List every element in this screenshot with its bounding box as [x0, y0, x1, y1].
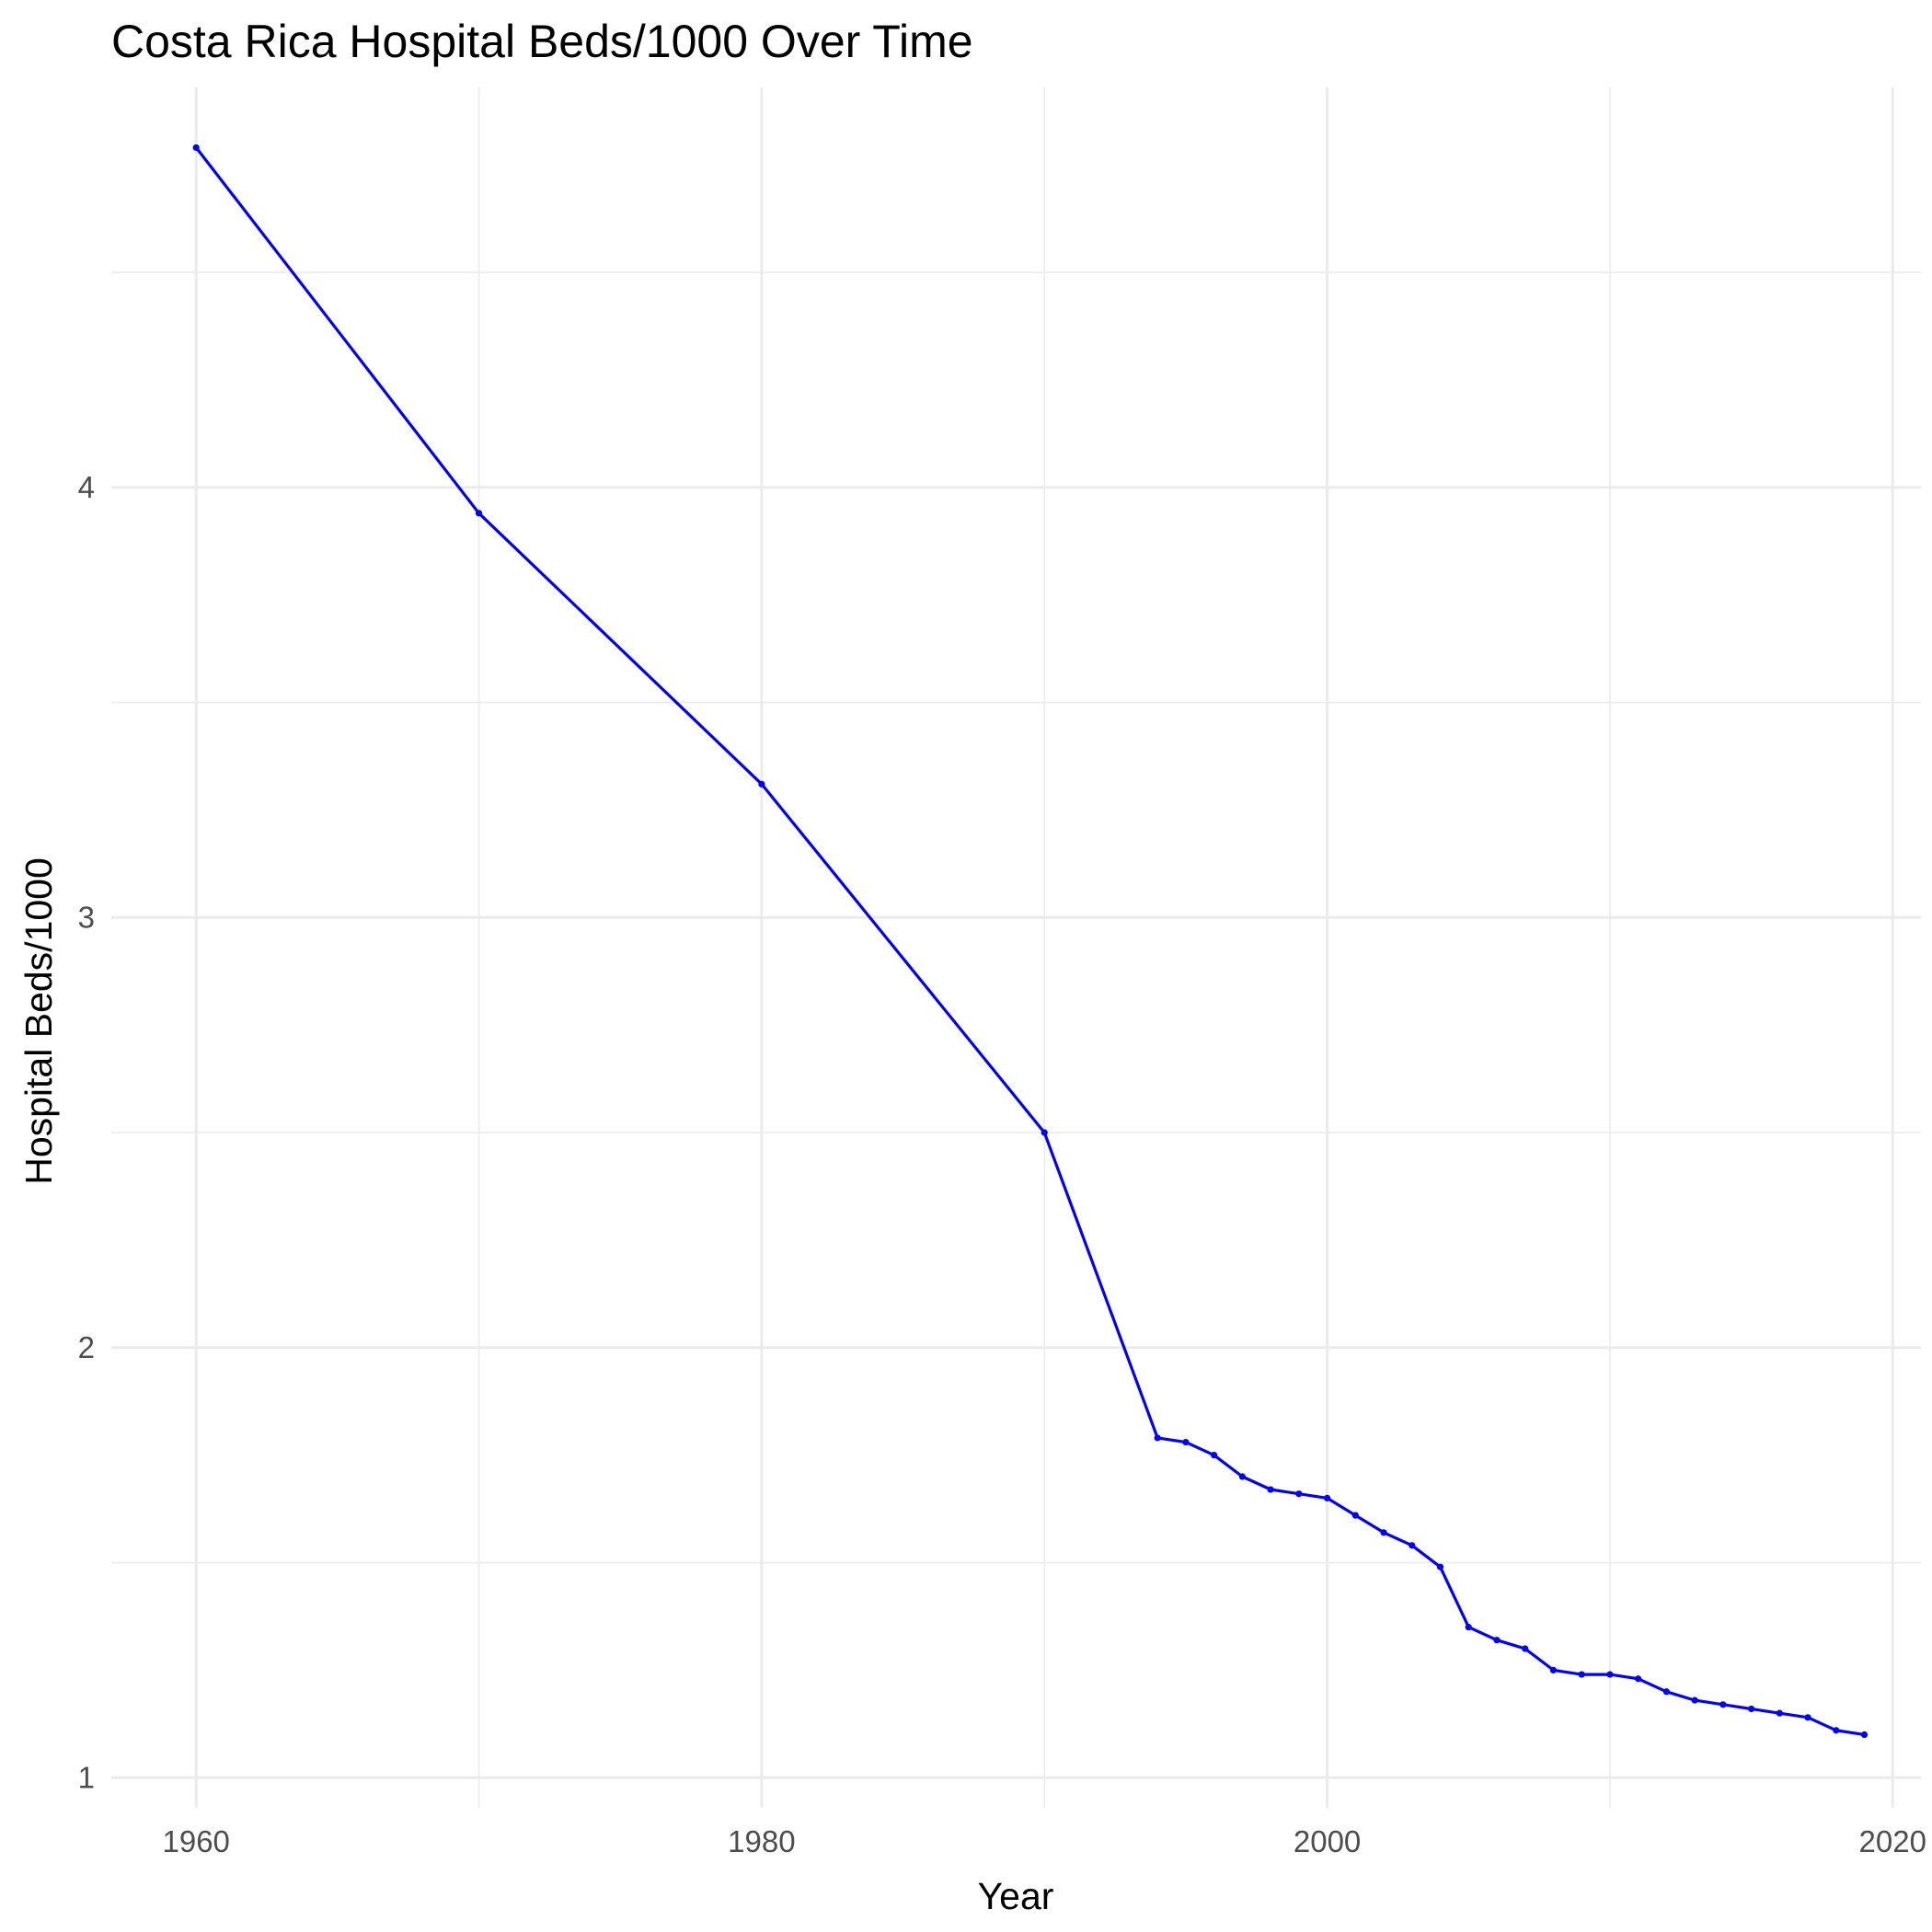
data-point: [1380, 1529, 1387, 1536]
data-point: [1578, 1671, 1585, 1678]
data-point: [1549, 1666, 1558, 1673]
data-point: [1323, 1494, 1331, 1501]
data-point: [475, 510, 483, 517]
data-point: [1662, 1688, 1670, 1696]
data-point: [758, 780, 765, 788]
data-point: [1606, 1671, 1614, 1678]
y-tick-label: 1: [78, 1760, 95, 1794]
data-point: [1041, 1129, 1048, 1136]
data-point: [1238, 1473, 1246, 1480]
grid-minor: [111, 87, 1921, 1808]
data-point: [1804, 1714, 1811, 1721]
data-point: [1409, 1542, 1416, 1549]
data-point: [1154, 1434, 1161, 1442]
data-point: [1465, 1624, 1472, 1631]
data-point: [1776, 1709, 1783, 1717]
x-tick-label: 2000: [1294, 1824, 1361, 1858]
data-point: [1436, 1563, 1444, 1570]
grid-major: [111, 87, 1921, 1808]
x-tick-label: 1980: [728, 1824, 795, 1858]
x-tick-label: 2020: [1859, 1824, 1926, 1858]
data-point: [1351, 1512, 1359, 1519]
series-line: [194, 146, 1865, 1737]
y-axis-title: Hospital Beds/1000: [17, 857, 60, 1185]
y-tick-label: 2: [78, 1330, 95, 1364]
data-point: [1833, 1727, 1840, 1734]
chart-title: Costa Rica Hospital Beds/1000 Over Time: [111, 16, 973, 67]
data-point: [1211, 1452, 1218, 1459]
y-tick-label: 4: [78, 470, 95, 504]
data-point: [1522, 1645, 1529, 1652]
x-axis-title: Year: [978, 1875, 1054, 1917]
data-point: [1635, 1675, 1642, 1683]
data-point: [1295, 1490, 1303, 1498]
x-tick-label: 1960: [162, 1824, 229, 1858]
series-layer: [192, 144, 1869, 1739]
data-point: [1860, 1731, 1869, 1739]
data-point: [1691, 1696, 1698, 1704]
y-tick-label: 3: [78, 900, 95, 934]
data-point: [1267, 1486, 1274, 1493]
x-tick-labels: 1960 1980 2000 2020: [162, 1824, 1926, 1858]
data-point: [1719, 1701, 1727, 1708]
y-tick-labels: 1 2 3 4: [78, 470, 95, 1795]
data-point: [1182, 1439, 1190, 1446]
data-point: [1493, 1637, 1501, 1644]
data-point: [192, 144, 200, 152]
data-point: [1747, 1705, 1755, 1713]
